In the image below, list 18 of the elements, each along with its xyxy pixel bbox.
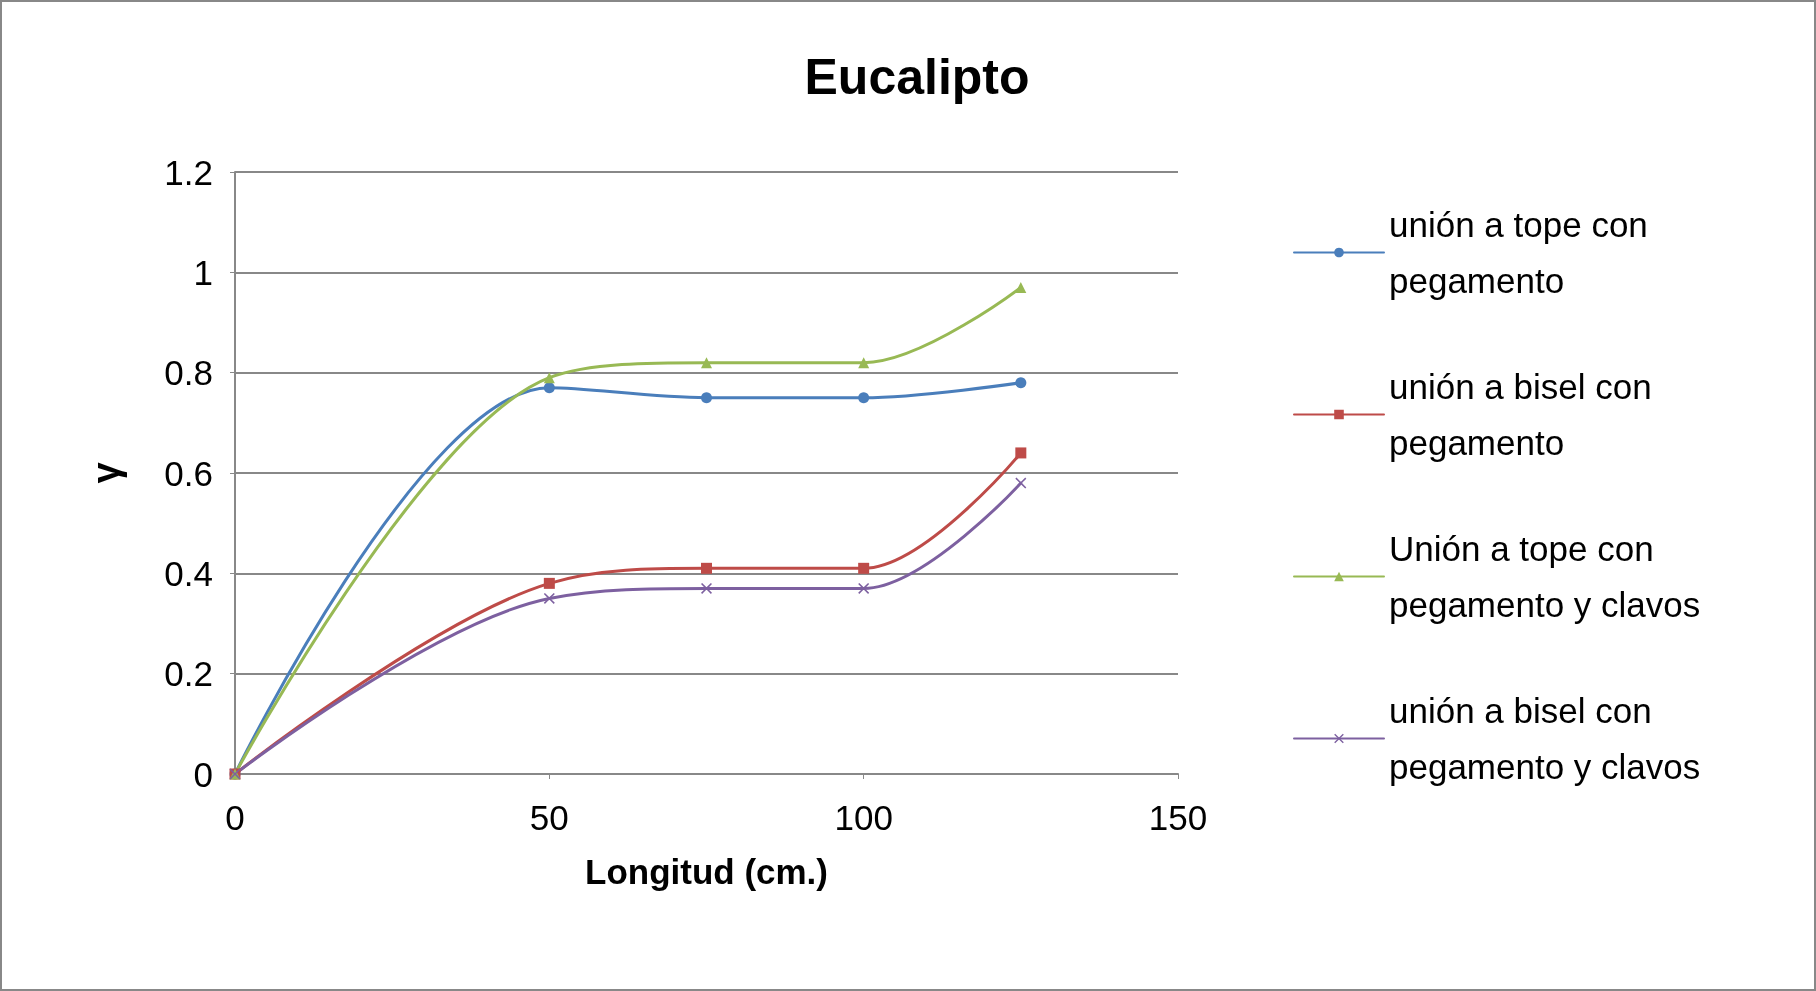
legend-label: Unión a tope con pegamento y clavos: [1389, 529, 1701, 624]
y-tick-label: 0: [193, 754, 213, 794]
legend-label: unión a tope con pegamento: [1389, 205, 1658, 300]
legend-label: unión a bisel con pegamento: [1389, 367, 1662, 462]
x-tick-label: 50: [529, 798, 569, 837]
y-tick-label: 0.8: [164, 353, 213, 393]
y-tick-label: 1.2: [164, 152, 213, 192]
x-tick-label: 100: [834, 798, 893, 837]
y-tick-label: 0.6: [164, 453, 213, 493]
y-axis-title: γ: [85, 462, 127, 484]
y-tick-label: 1: [193, 252, 213, 292]
legend-label: unión a bisel con pegamento y clavos: [1389, 691, 1701, 786]
chart-title: Eucalipto: [804, 49, 1030, 105]
x-tick-label: 0: [225, 798, 245, 837]
x-tick-label: 150: [1148, 798, 1208, 837]
y-tick-label: 0.2: [164, 654, 213, 694]
y-tick-label: 0.4: [164, 553, 213, 593]
x-axis-title: Longitud (cm.): [584, 852, 829, 891]
